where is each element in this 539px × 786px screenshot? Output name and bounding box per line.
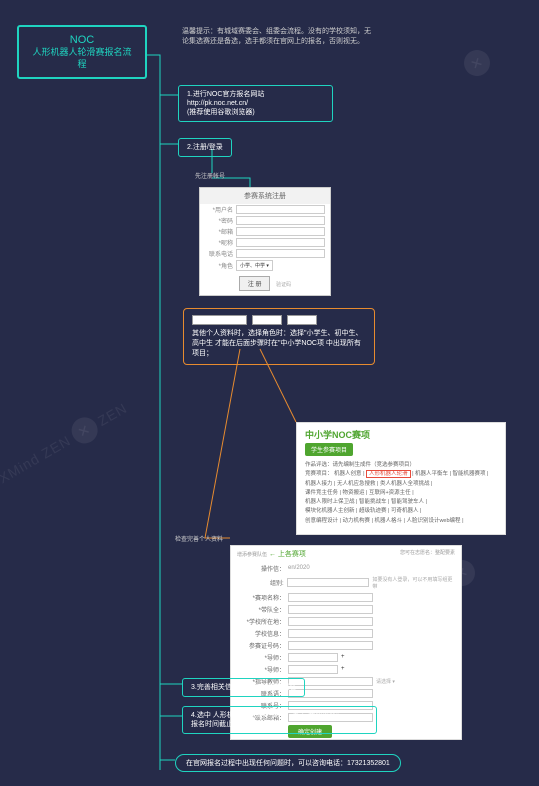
flow-desc: 温馨提示：有城域赛委会、组委会流程。没有的学校须知，无论集选赛还是备选，选手都须… — [182, 27, 372, 47]
highlight-item[interactable]: 人形机器人轮滑 — [366, 470, 411, 478]
title-line2: 人形机器人轮滑赛报名流程 — [29, 47, 135, 70]
instruction-text: 其他个人资料时，选择角色时：选择"小学生、初中生、高中生 才能在后面步骤时在"中… — [192, 328, 366, 358]
input-username[interactable] — [236, 205, 325, 214]
watermark: XMind ZEN✕ZEN — [0, 395, 132, 490]
step-2-sub: 先注册帐号 — [195, 171, 225, 180]
input-phone[interactable] — [236, 249, 325, 258]
noc-card: 中小学NOC赛项 学生参赛项目 作品评选：请先编制生成件（竞选参赛项目） 竞赛项… — [296, 422, 506, 535]
role-instruction: 其他个人资料时，选择角色时：选择"小学生、初中生、高中生 才能在后面步骤时在"中… — [183, 308, 375, 365]
back-link[interactable]: ← 上各赛项 — [269, 551, 306, 558]
step-2: 2.注册/登录 — [178, 138, 232, 157]
register-button[interactable]: 注 册 — [239, 276, 271, 291]
select-placeholder-1[interactable] — [192, 315, 247, 325]
noc-tab[interactable]: 学生参赛项目 — [305, 443, 353, 456]
step-3: 3.完善相关信息录入NOC赛项报名 — [182, 678, 305, 697]
role-select[interactable]: 小学、中学 ▾ — [236, 260, 273, 271]
step-4: 4.选中 人形机器人轮滑赛"赛项，点击 我要报名"。 报名时间截止：2019年5… — [182, 706, 377, 734]
title-line1: NOC — [29, 33, 135, 47]
flow-title: NOC 人形机器人轮滑赛报名流程 — [17, 25, 147, 79]
footer-contact: 在官网报名过程中出现任何问题时，可以咨询电话：17321352801 — [175, 754, 401, 772]
register-title: 参赛系统注册 — [200, 188, 330, 204]
orange-sub: 检查完善个人资料 — [175, 534, 223, 543]
input-nickname[interactable] — [236, 238, 325, 247]
select-placeholder-2[interactable] — [252, 315, 282, 325]
input-email[interactable] — [236, 227, 325, 236]
noc-title: 中小学NOC赛项 — [297, 423, 505, 443]
select-placeholder-3[interactable] — [287, 315, 317, 325]
input-password[interactable] — [236, 216, 325, 225]
step-1: 1.进行NOC官方报名网站http://pk.noc.net.cn/ (推荐使用… — [178, 85, 333, 122]
register-form: 参赛系统注册 *用户名 *密码 *邮箱 *昵称 联系电话 *角色小学、中学 ▾ … — [199, 187, 331, 296]
watermark: ✕ — [456, 43, 498, 83]
